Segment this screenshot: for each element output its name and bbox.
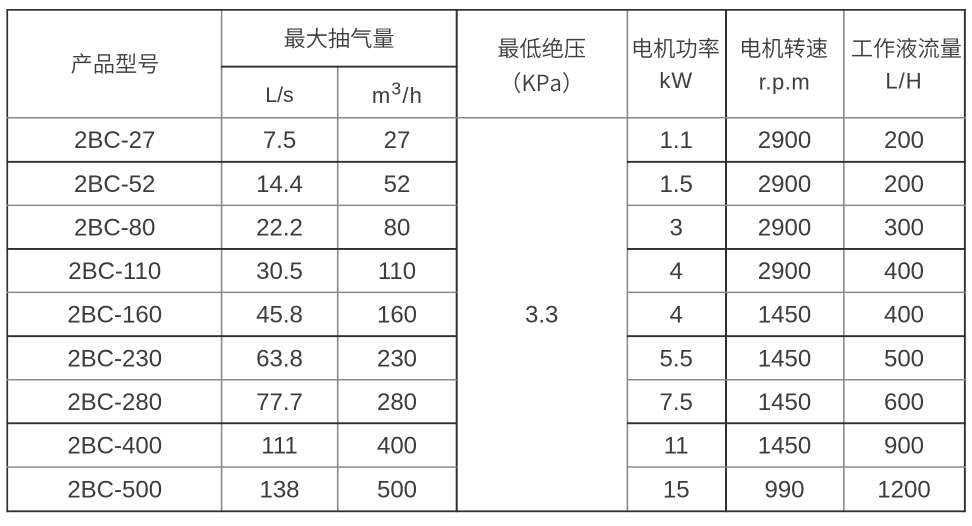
svg-text:3: 3 bbox=[670, 215, 683, 242]
svg-text:1450: 1450 bbox=[758, 345, 811, 372]
svg-text:22.2: 22.2 bbox=[256, 215, 303, 242]
svg-text:1450: 1450 bbox=[758, 389, 811, 416]
svg-text:4: 4 bbox=[670, 302, 683, 329]
svg-text:2BC-500: 2BC-500 bbox=[67, 476, 162, 503]
svg-text:27: 27 bbox=[384, 127, 411, 154]
svg-text:r.p.m: r.p.m bbox=[759, 70, 810, 95]
svg-text:kW: kW bbox=[659, 68, 693, 93]
svg-text:2BC-52: 2BC-52 bbox=[74, 171, 155, 198]
svg-text:2900: 2900 bbox=[758, 215, 811, 242]
svg-text:L/s: L/s bbox=[265, 83, 293, 107]
svg-text:1450: 1450 bbox=[758, 302, 811, 329]
svg-text:30.5: 30.5 bbox=[256, 258, 303, 285]
svg-text:m3/h: m3/h bbox=[372, 78, 423, 108]
svg-text:138: 138 bbox=[259, 476, 299, 503]
svg-text:280: 280 bbox=[377, 389, 417, 416]
svg-text:500: 500 bbox=[377, 476, 417, 503]
svg-text:2BC-400: 2BC-400 bbox=[67, 432, 162, 459]
svg-text:2900: 2900 bbox=[758, 258, 811, 285]
svg-text:63.8: 63.8 bbox=[256, 345, 303, 372]
svg-text:11: 11 bbox=[664, 432, 689, 459]
svg-text:1.1: 1.1 bbox=[660, 127, 693, 154]
svg-text:7.5: 7.5 bbox=[660, 389, 693, 416]
svg-text:2BC-160: 2BC-160 bbox=[67, 302, 162, 329]
svg-text:200: 200 bbox=[884, 127, 924, 154]
svg-text:5.5: 5.5 bbox=[660, 345, 693, 372]
svg-text:7.5: 7.5 bbox=[263, 127, 296, 154]
svg-text:3.3: 3.3 bbox=[525, 302, 558, 329]
svg-text:160: 160 bbox=[377, 302, 417, 329]
svg-text:2BC-80: 2BC-80 bbox=[74, 215, 155, 242]
svg-text:110: 110 bbox=[378, 258, 416, 285]
svg-text:111: 111 bbox=[261, 432, 297, 459]
svg-text:500: 500 bbox=[884, 345, 924, 372]
svg-text:990: 990 bbox=[764, 476, 804, 503]
svg-text:80: 80 bbox=[384, 215, 411, 242]
svg-text:2BC-27: 2BC-27 bbox=[74, 127, 155, 154]
svg-text:1450: 1450 bbox=[758, 432, 811, 459]
svg-text:400: 400 bbox=[884, 302, 924, 329]
svg-text:2900: 2900 bbox=[758, 171, 811, 198]
svg-text:2BC-110: 2BC-110 bbox=[68, 258, 161, 285]
svg-text:200: 200 bbox=[884, 171, 924, 198]
svg-text:14.4: 14.4 bbox=[256, 171, 303, 198]
svg-text:300: 300 bbox=[884, 215, 924, 242]
svg-text:45.8: 45.8 bbox=[256, 302, 303, 329]
svg-text:77.7: 77.7 bbox=[256, 389, 303, 416]
svg-text:15: 15 bbox=[663, 476, 690, 503]
svg-text:900: 900 bbox=[884, 432, 924, 459]
svg-text:400: 400 bbox=[377, 432, 417, 459]
svg-text:2BC-280: 2BC-280 bbox=[67, 389, 162, 416]
svg-text:2BC-230: 2BC-230 bbox=[67, 345, 162, 372]
svg-text:1200: 1200 bbox=[877, 476, 930, 503]
svg-text:1.5: 1.5 bbox=[660, 171, 693, 198]
svg-text:2900: 2900 bbox=[758, 127, 811, 154]
svg-text:230: 230 bbox=[377, 345, 417, 372]
svg-text:400: 400 bbox=[884, 258, 924, 285]
svg-text:600: 600 bbox=[884, 389, 924, 416]
svg-text:52: 52 bbox=[384, 171, 411, 198]
svg-text:4: 4 bbox=[670, 258, 683, 285]
svg-text:L/H: L/H bbox=[885, 68, 922, 93]
